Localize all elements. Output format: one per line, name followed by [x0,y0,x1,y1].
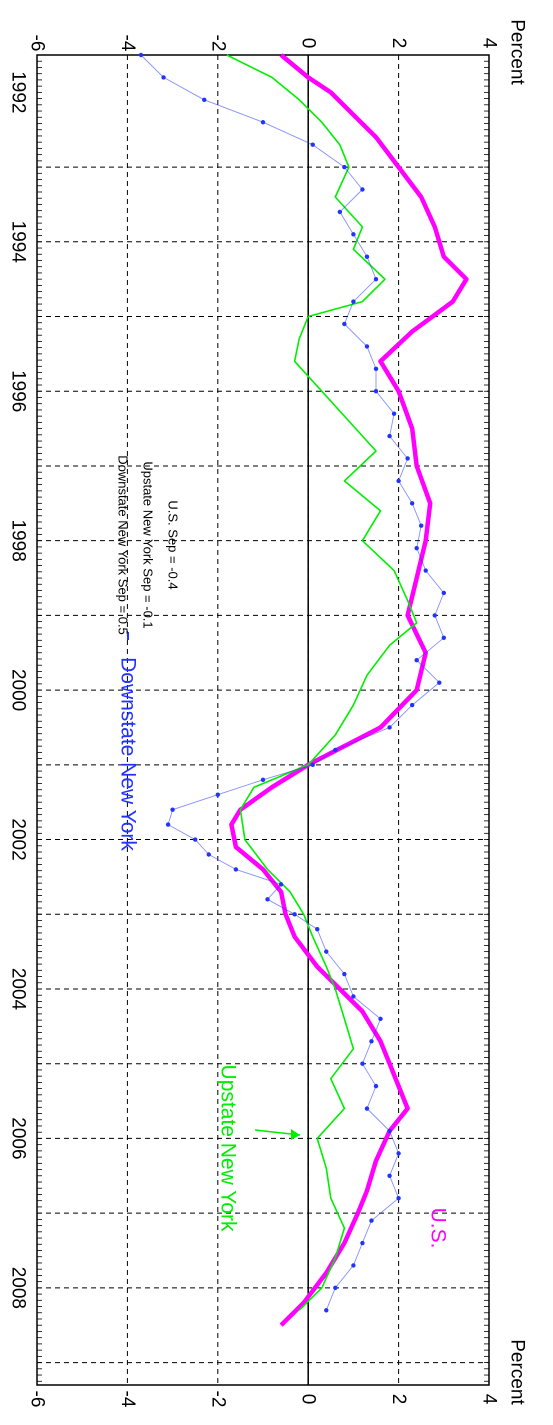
series-point-2 [324,1308,329,1313]
year-tick-label: 1996 [8,370,29,412]
series-point-2 [423,568,428,573]
series-point-2 [437,680,442,685]
series-point-2 [387,1173,392,1178]
value-tick-label-top: 4 [479,38,500,49]
series-point-2 [170,807,175,812]
series-point-2 [165,822,171,827]
series-point-2 [396,1196,401,1201]
series-point-2 [202,97,207,103]
value-tick-label-bottom: 4 [479,1394,500,1405]
series-point-2 [405,456,410,461]
series-point-2 [351,299,356,304]
value-tick-label-top: -6 [27,35,48,52]
series-point-2 [351,1263,356,1268]
series-point-2 [396,478,401,484]
label-upstate-arrowhead [291,1129,300,1140]
series-point-2 [351,994,356,999]
series-point-2 [215,792,220,797]
year-tick-label: 2002 [8,818,29,860]
value-tick-label-bottom: 0 [298,1394,319,1405]
series-point-2 [373,1083,379,1089]
series-line-1 [226,54,418,1311]
series-point-2 [387,725,392,730]
series-point-2 [373,366,379,372]
year-tick-label: 1994 [8,221,29,264]
series-point-2 [260,120,266,125]
series-point-2 [265,897,270,902]
series-point-2 [364,344,370,349]
value-tick-label-bottom: 2 [388,1394,409,1405]
series-point-2 [138,52,144,58]
series-point-2 [310,762,315,768]
series-point-2 [342,971,347,977]
series-point-2 [373,389,379,394]
series-point-2 [391,411,397,416]
series-point-2 [337,209,343,215]
series-point-2 [396,1151,401,1156]
year-tick-label: 1992 [8,71,29,113]
year-tick-label: 2006 [8,1117,29,1159]
series-point-2 [409,702,415,708]
value-tick-label-top: 0 [298,38,319,49]
year-tick-label: 2008 [8,1267,29,1309]
series-point-2 [342,164,347,170]
label-downstate: Downstate New York [117,657,140,851]
series-point-2 [233,867,239,872]
series-point-2 [333,1285,338,1291]
label-upstate: Upstate New York [217,1065,240,1232]
series-point-2 [373,276,379,282]
series-point-2 [360,1061,365,1066]
series-point-2 [387,433,392,439]
series-point-2 [360,1240,365,1246]
series-point-2 [278,882,284,887]
plot-area: -6 -6 -4 -4 -2 -2 0 0 2 2 4 4 1992 1994 1996 1998 2000 20… [8,19,528,1408]
value-tick-label-top: -2 [207,35,228,52]
plot-frame [36,54,490,1386]
series-point-2 [333,747,338,753]
series-point-2 [369,1039,374,1044]
series-point-2 [161,75,166,80]
value-tick-label-bottom: -4 [117,1391,138,1408]
sep-annotation-2: Downstate New York Sep = 0.5 [116,455,131,635]
series-point-2 [315,927,320,932]
series-point-2 [432,613,437,618]
series-point-2 [414,658,419,663]
value-tick-label-bottom: -2 [207,1391,228,1408]
series-point-2 [260,777,266,782]
series-point-2 [364,1106,370,1111]
series-point-2 [206,852,211,857]
year-tick-label: 1998 [8,520,29,562]
series-point-2 [414,545,419,551]
series-point-2 [441,635,446,641]
year-tick-label: 2004 [8,968,29,1011]
series-point-2 [419,523,424,528]
series-point-2 [409,501,415,506]
value-tick-label-top: -4 [117,35,138,52]
label-us: U.S. [427,1208,450,1249]
series-point-2 [360,187,365,192]
series-point-2 [324,949,329,954]
series-point-2 [351,232,356,237]
axis-label-top: Percent [507,19,528,85]
value-tick-label-top: 2 [388,38,409,49]
series-point-2 [387,1128,392,1134]
series-point-2 [342,321,347,327]
series-point-2 [441,590,446,596]
value-tick-label-bottom: -6 [27,1391,48,1408]
series-point-2 [378,1016,383,1022]
series-point-2 [193,837,198,842]
axis-label-bottom: Percent [507,1339,528,1405]
series-point-2 [292,912,297,917]
sep-annotation-1: Upstate New York Sep = -0.1 [141,461,156,628]
sep-annotation-0: U.S. Sep = -0.4 [166,500,181,589]
series-point-2 [364,254,370,259]
year-tick-label: 2000 [8,669,29,711]
series-point-2 [369,1218,374,1223]
series-point-2 [310,142,315,147]
